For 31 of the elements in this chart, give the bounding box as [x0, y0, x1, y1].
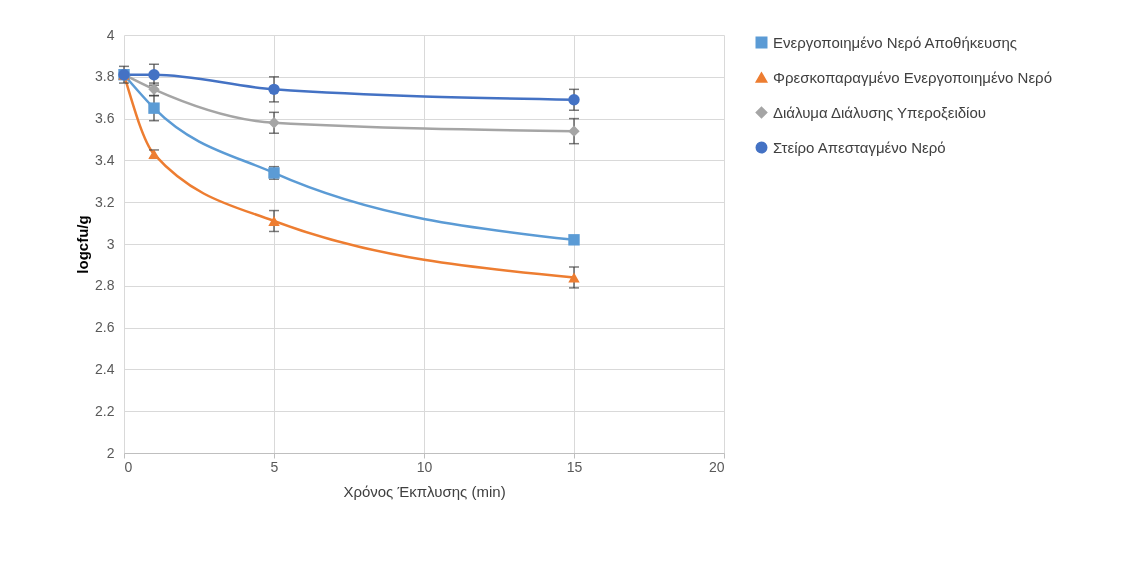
y-tick-label: 3.6: [95, 110, 115, 127]
y-tick-label: 3.2: [95, 193, 115, 210]
point: [268, 117, 280, 129]
point: [568, 272, 580, 283]
y-tick-label: 2.6: [95, 319, 115, 336]
point: [268, 83, 280, 96]
x-tick-label: 10: [416, 458, 433, 475]
point: [568, 125, 580, 137]
legend-label: Διάλυμα Διάλυσης Υπεροξειδίου: [773, 103, 986, 121]
y-tick-label: 3.4: [95, 151, 115, 168]
legend-label: Φρεσκοπαραγμένο Ενεργοποιημένο Νερό: [773, 68, 1052, 86]
x-tick-label: 0: [124, 458, 133, 475]
legend-label: Στείρο Απεσταγμένο Νερό: [773, 138, 946, 156]
x-tick-label: 15: [566, 458, 583, 475]
point: [568, 234, 580, 246]
point: [568, 94, 580, 106]
y-tick-label: 3.8: [95, 68, 115, 85]
y-tick-label: 2.2: [95, 402, 115, 419]
point: [148, 102, 160, 114]
y-tick-label: 4: [106, 26, 115, 43]
y-tick-label: 2.8: [95, 277, 115, 294]
legend-label: Ενεργοποιημένο Νερό Αποθήκευσης: [773, 33, 1017, 51]
y-tick-label: 2.4: [95, 360, 115, 377]
y-axis-title: logcfu/g: [74, 215, 92, 274]
x-tick-label: 5: [270, 458, 279, 475]
point: [268, 216, 280, 226]
x-axis-title: Χρόνος Έκπλυσης (min): [343, 482, 506, 500]
point: [148, 69, 160, 81]
y-tick-label: 3: [106, 235, 115, 252]
y-tick-label: 2: [106, 444, 115, 461]
x-tick-label: 20: [708, 458, 725, 475]
